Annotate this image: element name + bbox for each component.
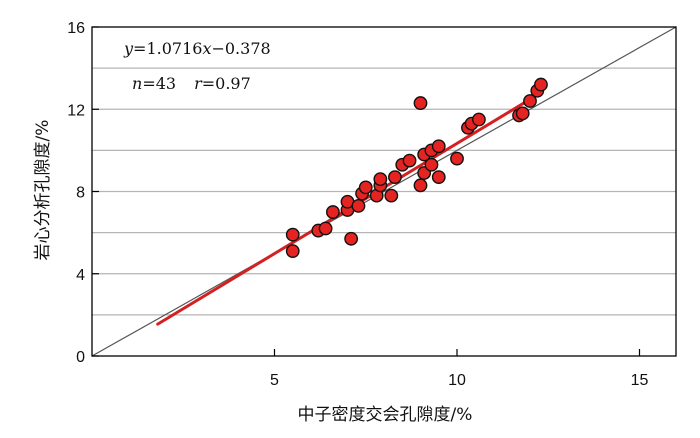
equation-annotation: y=1.0716x−0.378 bbox=[123, 39, 271, 58]
data-point bbox=[534, 77, 548, 92]
data-point bbox=[424, 157, 439, 172]
data-point bbox=[373, 172, 388, 187]
stats-annotation: n=43 r=0.97 bbox=[132, 74, 251, 93]
data-point bbox=[431, 139, 446, 154]
equation-intercept: −0.378 bbox=[211, 39, 270, 58]
y-tick-label: 0 bbox=[76, 349, 85, 366]
equation-x-var: x bbox=[202, 39, 211, 58]
y-tick-label: 8 bbox=[76, 185, 85, 202]
data-point bbox=[285, 244, 300, 259]
axis-ticks: 5 10 15 0 4 8 12 16 bbox=[67, 20, 648, 389]
data-point bbox=[358, 180, 373, 195]
data-point bbox=[431, 170, 446, 185]
x-tick-label: 10 bbox=[448, 372, 466, 389]
n-value: =43 bbox=[142, 74, 176, 93]
data-point bbox=[388, 170, 402, 185]
equation-coefficient: =1.0716 bbox=[133, 39, 202, 58]
data-point bbox=[413, 96, 428, 110]
data-point bbox=[384, 188, 399, 203]
reference-line-group bbox=[91, 26, 677, 357]
data-point bbox=[285, 227, 300, 242]
y-axis-title: 岩心分析孔隙度/% bbox=[33, 120, 53, 261]
data-point bbox=[523, 94, 537, 108]
r-value: =0.97 bbox=[202, 74, 251, 93]
y-tick-label: 12 bbox=[67, 102, 85, 119]
r-var: r bbox=[194, 74, 203, 93]
data-point bbox=[318, 221, 333, 236]
data-point bbox=[515, 106, 530, 121]
data-point bbox=[402, 153, 417, 168]
data-point bbox=[344, 231, 359, 246]
data-point bbox=[413, 178, 428, 193]
reference-line bbox=[91, 26, 677, 357]
data-point bbox=[450, 151, 464, 166]
equation-y-var: y bbox=[123, 39, 134, 58]
gridlines bbox=[92, 67, 676, 316]
y-tick-label: 16 bbox=[67, 20, 85, 37]
x-tick-label: 15 bbox=[631, 372, 649, 389]
x-axis-title: 中子密度交会孔隙度/% bbox=[298, 405, 473, 425]
data-point bbox=[325, 205, 340, 219]
x-tick-label: 5 bbox=[270, 372, 279, 389]
data-point bbox=[351, 198, 366, 213]
y-tick-label: 4 bbox=[76, 267, 85, 284]
n-var: n bbox=[132, 74, 142, 93]
data-point bbox=[471, 112, 486, 127]
data-points bbox=[285, 77, 548, 259]
